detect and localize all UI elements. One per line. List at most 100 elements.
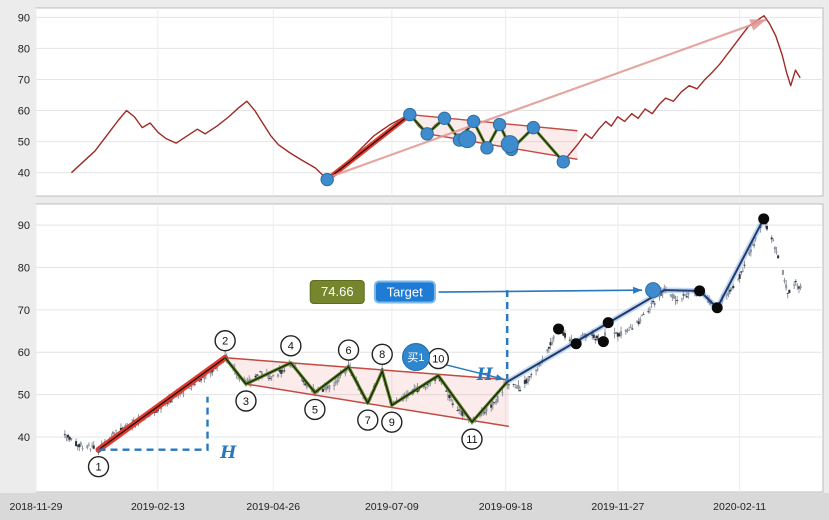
candle-body (403, 394, 406, 396)
candle-body (682, 294, 685, 296)
pivot-number-4: 4 (288, 341, 294, 353)
pivot-dot (526, 120, 541, 135)
candle-body (783, 280, 786, 282)
y-tick-label: 40 (18, 168, 30, 180)
candle-body (493, 402, 496, 403)
candle-body (281, 370, 284, 372)
candle-body (799, 285, 802, 289)
target-button[interactable]: Target (373, 280, 436, 304)
pivot-dot (420, 127, 434, 141)
candle-body (626, 329, 629, 331)
candle-body (490, 404, 493, 408)
candle-body (741, 270, 744, 272)
candle-body (429, 382, 432, 384)
x-tick-label: 2019-09-18 (479, 501, 533, 513)
h-measure-label-2: H (476, 365, 493, 386)
candle-body (209, 372, 212, 375)
pivot-number-8: 8 (379, 349, 385, 361)
candle-body (738, 274, 741, 279)
candle-body (523, 380, 526, 384)
pivot-dot (403, 107, 417, 122)
candle-body (781, 270, 784, 275)
x-tick-label: 2019-04-26 (246, 501, 300, 513)
candle-body (304, 383, 307, 386)
candle-body (68, 436, 71, 440)
candle-body (680, 298, 683, 300)
candle-body (615, 332, 618, 334)
swing-dot (758, 213, 770, 225)
candle-body (547, 347, 550, 349)
candle-body (92, 445, 95, 449)
candle-body (619, 331, 623, 336)
arrow-shaft (329, 18, 767, 179)
candle-body (743, 264, 746, 266)
candle-body (115, 430, 118, 431)
candle-body (514, 383, 517, 385)
candle-body (730, 288, 733, 290)
candle-body (796, 285, 799, 286)
candle-body (562, 332, 565, 336)
candle-body (76, 445, 79, 447)
candle-body (501, 392, 504, 394)
candle-body (190, 386, 193, 388)
candle-body (549, 342, 552, 346)
candle-body (527, 378, 530, 382)
pivot-dot (480, 141, 494, 155)
pivot-dot (466, 114, 481, 129)
candle-body (616, 332, 619, 337)
pivot-circle-4 (280, 335, 302, 357)
candle-body (78, 444, 81, 448)
pivot-number-7: 7 (365, 415, 371, 427)
pivot-circle-8 (371, 343, 393, 365)
swing-dot (570, 338, 582, 350)
candle-body (648, 309, 651, 311)
x-tick-label: 2019-11-27 (591, 501, 644, 513)
candle-body (270, 376, 273, 378)
candle-body (640, 315, 643, 317)
y-tick-label: 80 (18, 263, 30, 275)
candle-body (424, 387, 427, 388)
pivot-dot (320, 172, 334, 187)
candle-body (448, 394, 451, 398)
candle-body (259, 371, 262, 373)
candle-body (496, 395, 499, 402)
candle-body (491, 401, 494, 406)
pivot-number-5: 5 (312, 404, 318, 416)
candle-body (748, 252, 751, 255)
candle-body (794, 280, 797, 283)
candle-body (772, 239, 775, 241)
top-panel-background (35, 7, 824, 197)
candle-body (254, 375, 257, 378)
y-tick-label: 70 (18, 74, 30, 86)
candle-body (267, 375, 270, 379)
arrow-head (495, 374, 505, 381)
candle-body (216, 366, 219, 369)
pivot-circle-6 (337, 339, 360, 361)
candle-body (121, 427, 124, 429)
candle-body (418, 389, 421, 391)
candle-body (519, 390, 522, 392)
pivot-number-9: 9 (389, 417, 395, 429)
candle-body (631, 328, 634, 330)
x-tick-label: 2019-07-09 (365, 501, 419, 513)
pivot-circle-9 (381, 411, 403, 433)
buy-signal-badge[interactable]: 买1 (401, 343, 430, 372)
candle-body (618, 333, 621, 337)
candle-body (456, 410, 459, 411)
pivot-circle-2 (214, 330, 236, 352)
pivot-number-2: 2 (222, 336, 228, 348)
candle-body (536, 368, 539, 370)
target-price-label: 74.66 (310, 280, 365, 305)
candle-body (188, 388, 191, 390)
candle-body (81, 447, 84, 449)
candle-body (546, 349, 549, 352)
candle-body (770, 237, 773, 240)
y-tick-label: 80 (18, 43, 30, 55)
pivot-circle-1 (87, 455, 110, 478)
pivot-dot (437, 111, 452, 126)
swing-dot (553, 323, 565, 335)
candle-body (797, 286, 801, 289)
candle-body (674, 300, 677, 301)
candle-body (278, 369, 281, 372)
